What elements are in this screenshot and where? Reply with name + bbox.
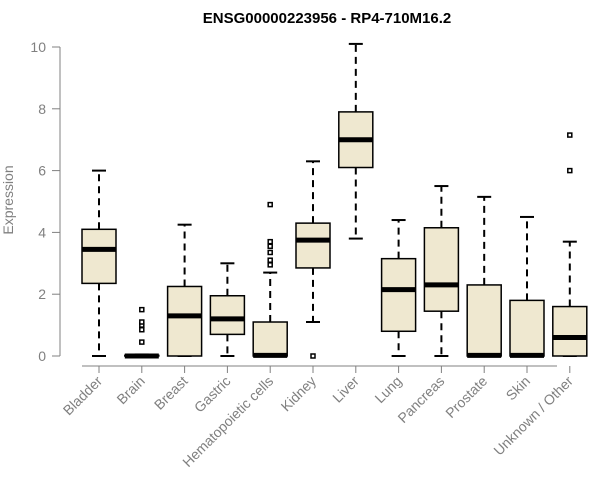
box-skin: [509, 215, 545, 358]
x-tick-label: Pancreas: [394, 373, 447, 426]
y-axis-label: Expression: [0, 165, 16, 234]
box-hematopoietic-cells: [252, 201, 288, 358]
outlier-point: [267, 243, 273, 250]
x-tick-label: Liver: [329, 373, 362, 406]
box-prostate: [466, 195, 502, 358]
x-tick-label: Kidney: [278, 373, 320, 415]
x-tick-label: Brain: [113, 373, 147, 407]
box-bladder: [81, 169, 117, 357]
iqr-box: [166, 285, 203, 357]
iqr-box: [552, 305, 588, 357]
outlier-point: [567, 132, 573, 138]
outlier-point: [267, 238, 273, 245]
box-liver: [338, 42, 374, 240]
outlier-point: [139, 306, 145, 313]
iqr-box: [380, 257, 417, 333]
x-tick-label: Bladder: [60, 373, 106, 419]
y-tick-label: 8: [38, 101, 46, 117]
iqr-box: [81, 228, 117, 285]
outlier-point: [139, 326, 145, 333]
y-tick-label: 6: [38, 163, 46, 179]
box-pancreas: [423, 185, 460, 357]
outlier-point: [567, 167, 573, 174]
outlier-point: [139, 319, 145, 325]
boxes: [81, 42, 588, 359]
x-tick-label: Lung: [371, 373, 404, 406]
box-gastric: [209, 262, 246, 357]
y-tick-label: 2: [38, 286, 46, 302]
iqr-box: [466, 284, 502, 357]
outlier-point: [267, 257, 273, 263]
x-tick-label: Breast: [151, 373, 191, 413]
outlier-point: [310, 353, 316, 359]
y-ticks: 0 2 4 6 8 10: [30, 39, 60, 364]
y-tick-label: 4: [38, 224, 46, 240]
box-unknown-other: [552, 132, 588, 357]
outlier-point: [267, 262, 273, 268]
outlier-point: [139, 339, 145, 345]
y-tick-label: 0: [38, 348, 46, 364]
iqr-box: [295, 222, 331, 269]
box-kidney: [295, 160, 331, 359]
outlier-point: [267, 201, 273, 208]
iqr-box: [423, 227, 460, 312]
x-tick-label: Prostate: [442, 373, 490, 421]
iqr-box: [209, 294, 246, 336]
chart-title: ENSG00000223956 - RP4-710M16.2: [203, 10, 452, 27]
x-tick-label: Gastric: [191, 373, 234, 416]
x-tick-label: Unknown / Other: [490, 373, 576, 459]
iqr-box: [509, 299, 545, 357]
box-lung: [380, 219, 417, 357]
iqr-box: [252, 321, 288, 357]
outlier-point: [267, 249, 273, 256]
box-breast: [166, 223, 203, 357]
x-tick-label: Skin: [503, 373, 534, 404]
box-brain: [124, 306, 160, 359]
y-tick-label: 10: [30, 39, 46, 55]
